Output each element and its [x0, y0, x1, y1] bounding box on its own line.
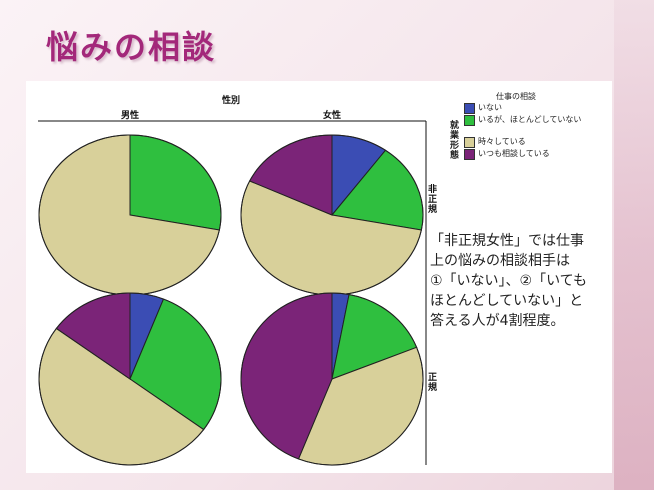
legend-item-sometimes: 時々している — [464, 137, 608, 148]
pie-chart-grid: 性別 男性 女性 — [38, 94, 427, 466]
legend-label: いない — [478, 103, 502, 112]
legend-item-always: いつも相談している — [464, 149, 608, 160]
pie-slice-1-rarely — [129, 134, 222, 231]
decorative-side-band — [614, 0, 654, 490]
pie-outline-4 — [240, 292, 424, 466]
column-header: 性別 — [222, 94, 240, 106]
legend-swatch — [464, 149, 475, 160]
legend-swatch — [464, 103, 475, 114]
slide-title: 悩みの相談 — [46, 28, 217, 66]
chart-panel: 性別 男性 女性 非正規 正規 仕事の相談 就業形態 いない いるが、ほとんどし… — [26, 81, 612, 473]
legend-row-header: 就業形態 — [450, 121, 460, 161]
row-label-regular: 正規 — [428, 373, 438, 393]
explanation-note: 「非正規女性」では仕事 上の悩みの相談相手は ①「いない」、②「いても ほとんど… — [430, 233, 587, 329]
legend-label: 時々している — [478, 137, 526, 146]
legend-swatch — [464, 137, 475, 148]
legend-swatch — [464, 115, 475, 126]
column-label-male: 男性 — [121, 109, 139, 121]
legend-label: いるが、ほとんどしていない — [478, 115, 582, 124]
legend-item-rarely: いるが、ほとんどしていない — [464, 115, 608, 126]
legend-item-none: いない — [464, 103, 608, 114]
legend-title: 仕事の相談 — [496, 92, 536, 101]
row-label-nonregular: 非正規 — [428, 185, 438, 215]
column-label-female: 女性 — [323, 109, 341, 121]
pie-outline-3 — [38, 292, 222, 466]
legend-label: いつも相談している — [478, 149, 550, 158]
